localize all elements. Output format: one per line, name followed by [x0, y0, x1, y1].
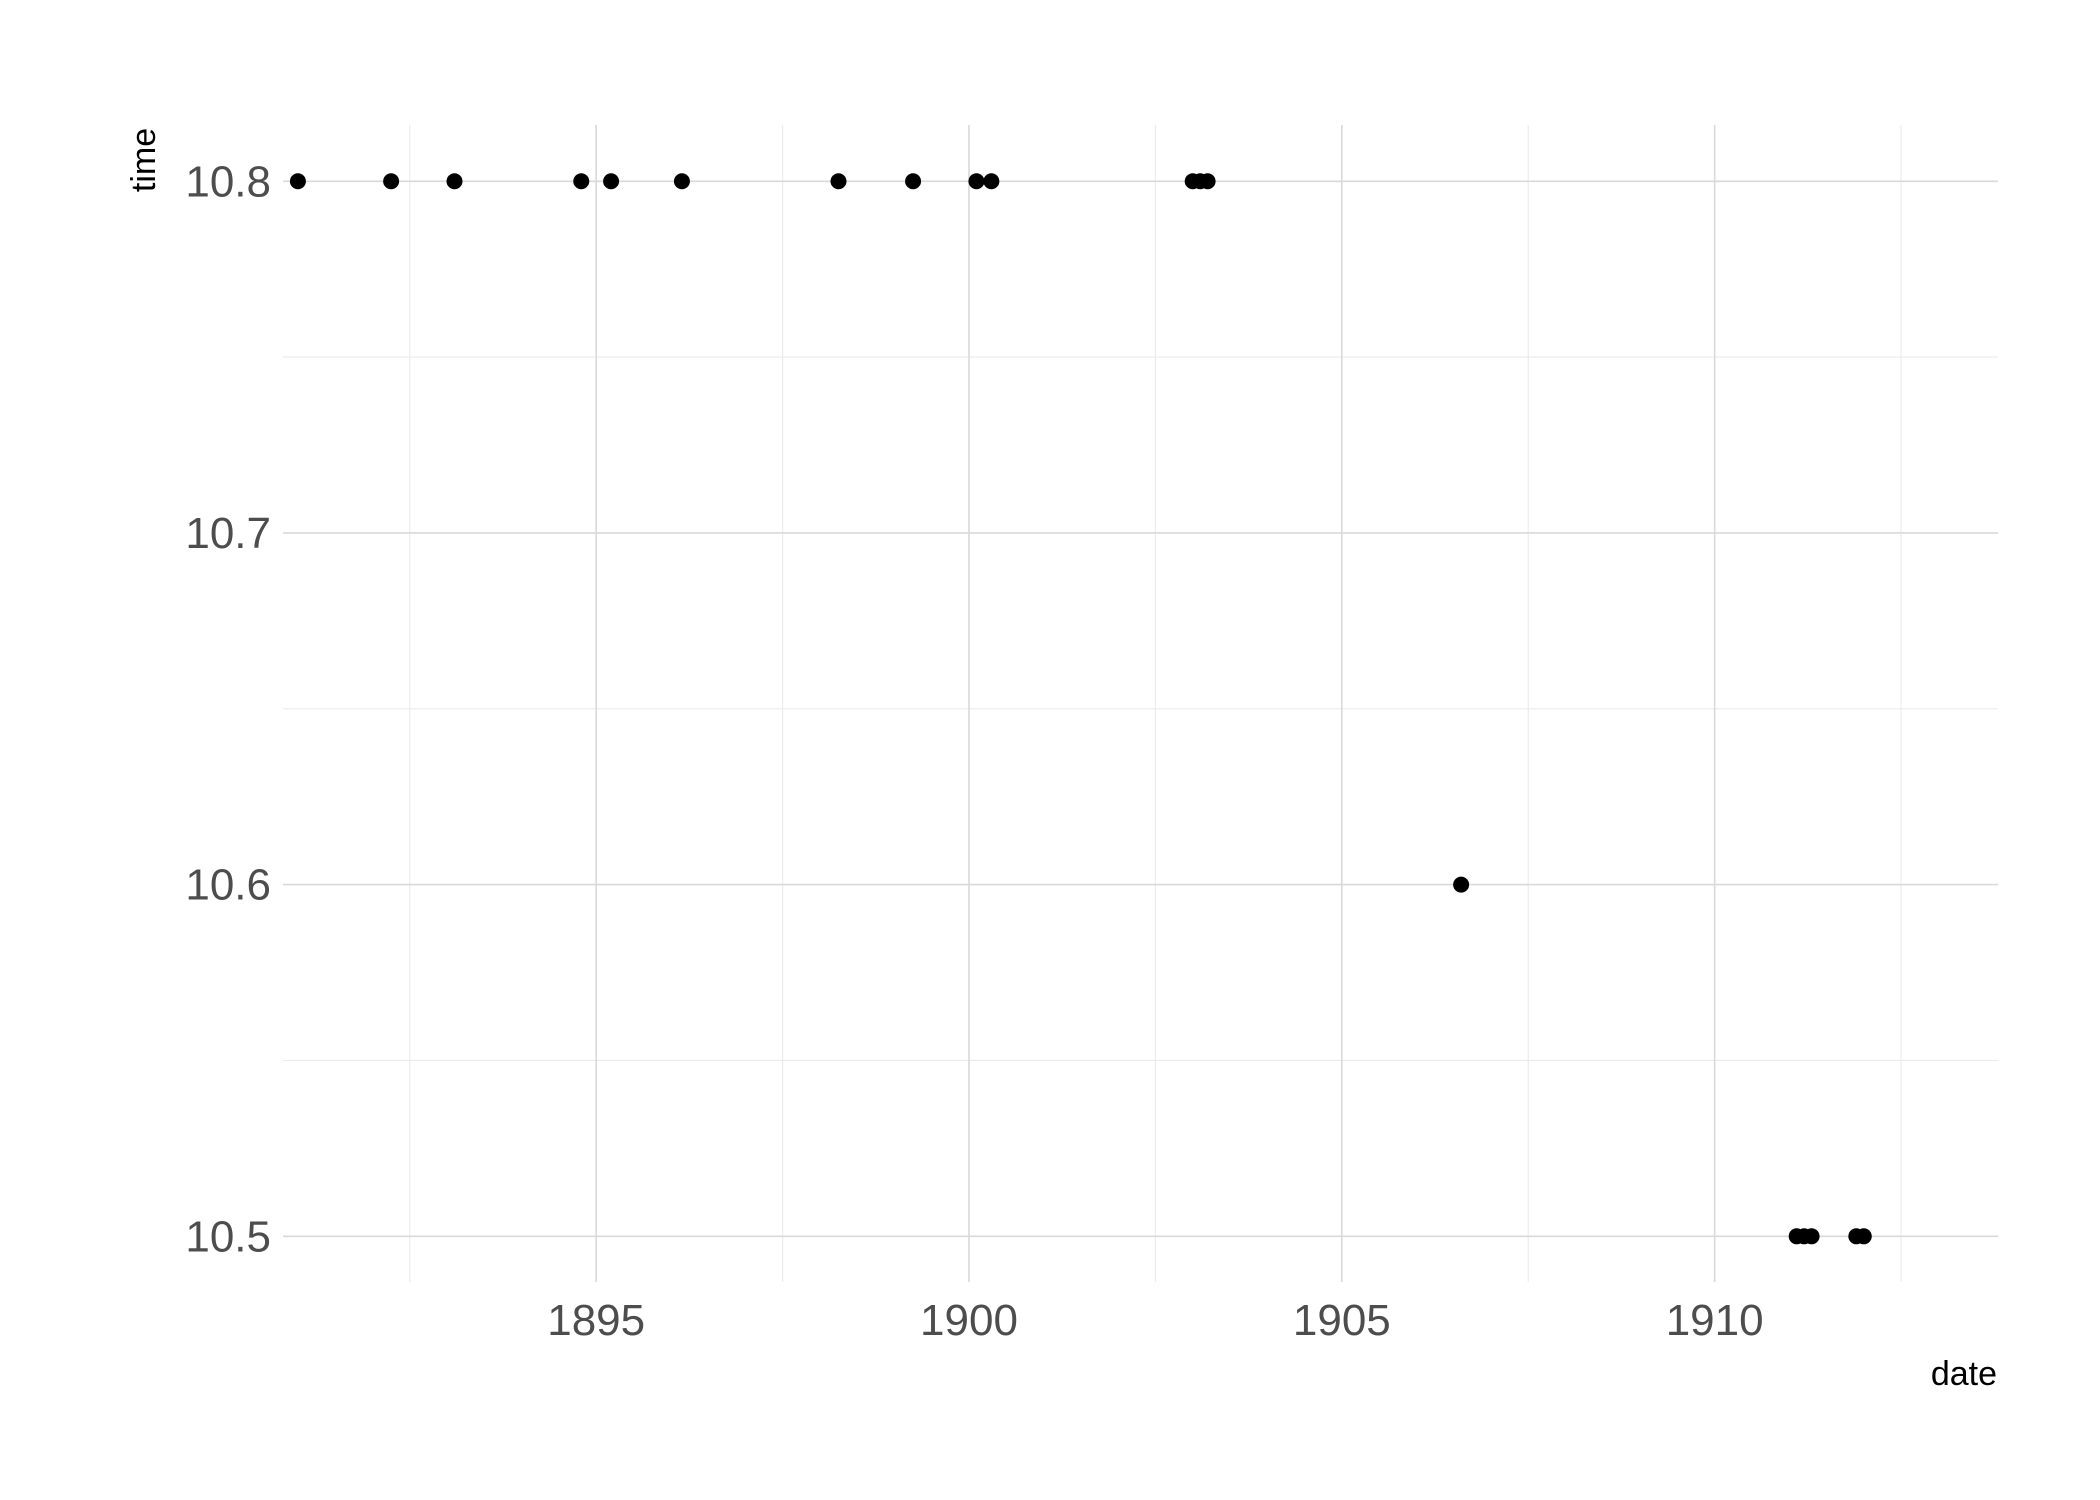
data-point	[603, 173, 620, 190]
y-tick-label: 10.7	[185, 509, 271, 558]
data-point	[446, 173, 463, 190]
data-point	[573, 173, 590, 190]
y-tick-label: 10.8	[185, 157, 271, 206]
x-axis-title: date	[1931, 1355, 1997, 1393]
tick-labels: 1895 1900 1905 1910 10.5 10.6 10.7 10.8	[185, 157, 1763, 1345]
data-point	[289, 173, 306, 190]
data-point	[383, 173, 400, 190]
data-point	[905, 173, 922, 190]
data-point	[968, 173, 985, 190]
y-axis-title: time	[125, 128, 163, 192]
x-tick-label: 1905	[1293, 1296, 1391, 1345]
x-tick-label: 1895	[547, 1296, 645, 1345]
x-tick-label: 1900	[920, 1296, 1018, 1345]
data-point	[673, 173, 690, 190]
data-point	[830, 173, 847, 190]
y-tick-label: 10.6	[185, 861, 271, 910]
y-tick-label: 10.5	[185, 1212, 271, 1261]
data-point	[1453, 876, 1470, 893]
data-points	[289, 173, 1872, 1245]
grid-lines	[283, 125, 1998, 1282]
data-point	[1199, 173, 1216, 190]
data-point	[1855, 1228, 1872, 1245]
data-point	[983, 173, 1000, 190]
data-point	[1803, 1228, 1820, 1245]
x-tick-label: 1910	[1666, 1296, 1764, 1345]
